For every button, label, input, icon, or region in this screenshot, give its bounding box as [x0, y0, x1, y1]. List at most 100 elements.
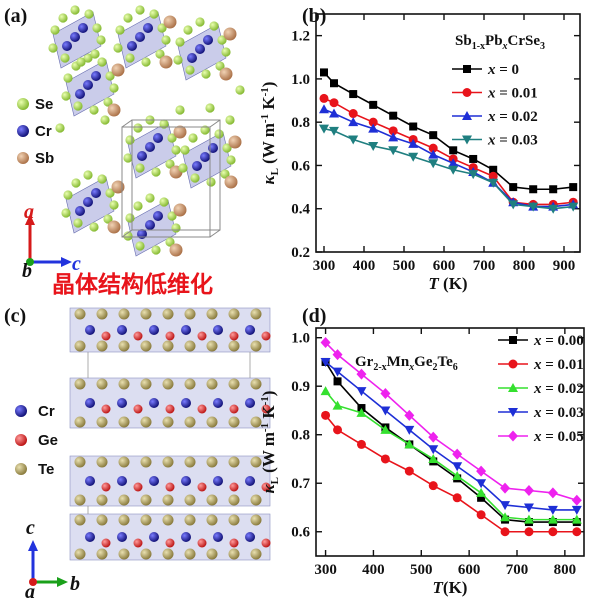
d-legend-marker-1	[509, 360, 518, 369]
axis-b-letter-c: b	[70, 573, 80, 595]
se-atom	[123, 153, 132, 162]
ge-atom	[230, 539, 239, 548]
cr-atom	[213, 476, 223, 486]
te-atom	[75, 309, 86, 320]
se-atom	[178, 163, 187, 172]
te-atom	[119, 495, 130, 506]
d-data-point	[321, 411, 330, 420]
ge-atom	[166, 483, 175, 492]
te-atom	[251, 495, 262, 506]
ge-atom	[102, 332, 111, 341]
sb-atom	[164, 16, 177, 29]
d-data-point	[334, 377, 342, 385]
ge-atom	[230, 405, 239, 414]
d-data-point	[453, 493, 462, 502]
te-atom	[185, 309, 196, 320]
se-atom	[141, 57, 150, 66]
cr-atom	[85, 532, 95, 542]
cr-atom	[117, 532, 127, 542]
d-legend-marker-4	[508, 431, 518, 442]
cr-atom	[213, 325, 223, 335]
te-atom	[141, 495, 152, 506]
ge-swatch	[15, 434, 27, 446]
se-atom	[109, 200, 118, 209]
panel-c: (c) Cr Ge Te c a b	[4, 305, 271, 603]
cr-swatch-c	[15, 405, 27, 417]
te-atom	[119, 379, 130, 390]
cr-atom	[187, 53, 197, 63]
te-atom	[207, 495, 218, 506]
d-data-point	[452, 462, 462, 471]
legend-c: Cr Ge Te	[15, 403, 58, 478]
se-swatch	[17, 98, 29, 110]
cr-atom	[149, 532, 159, 542]
cr-atom	[181, 325, 191, 335]
sb-atom	[160, 56, 173, 69]
d-data-point	[428, 445, 438, 454]
cr-atom	[75, 89, 85, 99]
se-atom	[71, 178, 80, 187]
te-swatch	[15, 463, 27, 475]
se-atom	[145, 193, 154, 202]
b-data-point	[348, 117, 358, 126]
se-atom	[73, 218, 82, 227]
d-legend-marker-0	[509, 336, 517, 344]
te-atom	[141, 515, 152, 526]
te-atom	[207, 515, 218, 526]
se-atom	[115, 25, 124, 34]
te-atom	[251, 549, 262, 560]
crystal-structure-c	[70, 308, 271, 560]
se-atom	[50, 25, 59, 34]
se-atom	[83, 170, 92, 179]
se-atom	[55, 123, 64, 132]
sb-atom	[224, 28, 237, 41]
d-y-tick-label: 0.7	[291, 476, 310, 492]
ge-atom	[134, 483, 143, 492]
d-chart-title: Gr2-xMnxGe2Te6	[355, 354, 458, 373]
legend-c-cr: Cr	[38, 403, 55, 420]
legend-a-cr: Cr	[35, 123, 52, 140]
cr-atom	[91, 71, 101, 81]
b-x-tick-label: 700	[473, 258, 496, 274]
b-x-tick-label: 300	[313, 258, 336, 274]
se-atom	[84, 9, 93, 18]
te-atom	[229, 309, 240, 320]
cr-atom	[181, 476, 191, 486]
se-atom	[135, 241, 144, 250]
se-atom	[195, 17, 204, 26]
cr-atom	[62, 41, 72, 51]
te-atom	[75, 515, 86, 526]
cr-atom	[145, 220, 155, 230]
se-atom	[206, 177, 215, 186]
b-y-tick-label: 0.8	[291, 115, 310, 131]
cr-atom	[149, 398, 159, 408]
b-data-point	[329, 109, 339, 118]
b-data-point	[569, 183, 577, 191]
te-atom	[97, 341, 108, 352]
te-atom	[229, 515, 240, 526]
axis-c-letter-c: c	[26, 517, 35, 539]
se-atom	[90, 49, 99, 58]
b-data-point	[349, 90, 357, 98]
ge-atom	[102, 483, 111, 492]
se-atom	[175, 105, 184, 114]
se-atom	[149, 9, 158, 18]
d-y-axis-label: κL (W m-1 K-1)	[259, 391, 281, 494]
crystal-structure-a	[48, 5, 244, 256]
panel-a: (a) Se Cr Sb a b c 晶体结构低维化	[4, 5, 245, 298]
te-atom	[75, 495, 86, 506]
chart-d: (d)300 400 500 600 700 8000.60.70.80.91.0T(K)…	[259, 305, 584, 597]
d-legend-label-3: x = 0.03	[533, 405, 584, 421]
d-x-tick-label: 500	[410, 562, 433, 578]
te-atom	[229, 549, 240, 560]
te-atom	[97, 417, 108, 428]
cr-atom	[153, 211, 163, 221]
d-data-point	[548, 527, 557, 536]
b-y-tick-label: 1.0	[291, 72, 310, 88]
ge-atom	[262, 332, 271, 341]
d-x-axis-label: T(K)	[433, 578, 468, 597]
te-atom	[141, 309, 152, 320]
legend-c-ge: Ge	[38, 432, 58, 449]
b-legend-marker-0	[463, 65, 471, 73]
b-data-point	[409, 123, 417, 131]
